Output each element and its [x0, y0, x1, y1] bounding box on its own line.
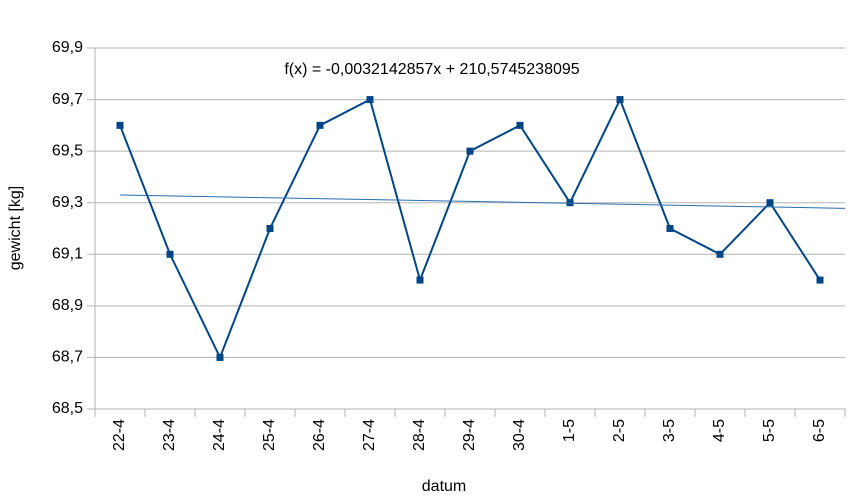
y-tick-label: 68,5 [52, 400, 83, 417]
y-tick-label: 69,3 [52, 194, 83, 211]
x-tick-label: 23-4 [161, 419, 178, 451]
data-point [566, 199, 574, 207]
data-point [266, 225, 274, 232]
data-point [516, 121, 524, 129]
data-point [116, 121, 124, 129]
y-axis-label: gewicht [kg] [7, 186, 24, 270]
data-point [666, 225, 674, 232]
x-tick-label: 6-5 [811, 419, 828, 442]
x-axis-label: datum [422, 478, 466, 495]
data-point [716, 250, 724, 258]
data-point [466, 147, 474, 155]
y-tick-label: 68,7 [52, 349, 83, 366]
x-tick-label: 5-5 [761, 419, 778, 442]
x-tick-label: 2-5 [611, 419, 628, 442]
data-point [766, 199, 774, 207]
x-tick-label: 22-4 [111, 419, 128, 451]
data-point [316, 121, 324, 129]
data-point [816, 276, 824, 284]
x-tick-label: 28-4 [411, 419, 428, 451]
data-point [416, 276, 424, 284]
x-tick-label: 1-5 [561, 419, 578, 442]
data-point [216, 353, 224, 361]
trendline [119, 194, 846, 209]
x-tick-label: 25-4 [261, 419, 278, 451]
y-tick-label: 69,9 [52, 39, 83, 56]
y-tick-label: 69,5 [52, 142, 83, 159]
x-tick-label: 30-4 [511, 419, 528, 451]
x-tick-label: 24-4 [211, 419, 228, 451]
y-tick-label: 69,7 [52, 91, 83, 108]
data-point [616, 96, 624, 104]
x-tick-label: 26-4 [311, 419, 328, 451]
series-line [119, 97, 821, 360]
data-point [366, 96, 374, 104]
x-tick-label: 29-4 [461, 419, 478, 451]
y-tick-label: 68,9 [52, 297, 83, 314]
trendline-equation: f(x) = -0,0032142857x + 210,5745238095 [284, 61, 579, 78]
x-tick-label: 27-4 [361, 419, 378, 451]
x-tick-label: 4-5 [711, 419, 728, 442]
y-tick-label: 69,1 [52, 246, 83, 263]
x-tick-label: 3-5 [661, 419, 678, 442]
data-point [166, 250, 174, 258]
